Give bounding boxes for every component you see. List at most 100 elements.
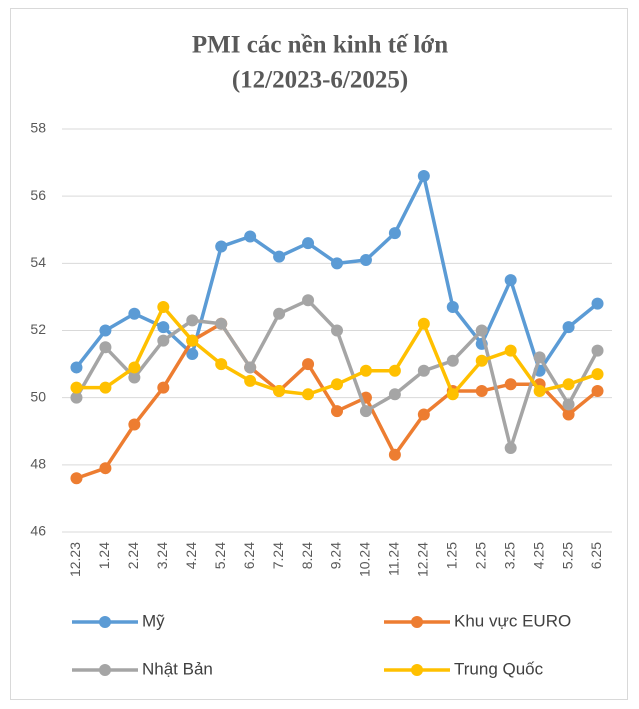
- data-point: [591, 344, 604, 357]
- x-tick-label: 6.25: [588, 542, 604, 569]
- x-tick-label: 1.24: [96, 542, 112, 569]
- data-point: [157, 334, 170, 347]
- chart-subtitle: (12/2023-6/2025): [232, 67, 408, 94]
- data-point: [388, 364, 401, 377]
- data-point: [157, 300, 170, 313]
- legend-marker: [411, 664, 423, 676]
- y-tick-label: 52: [30, 321, 46, 337]
- legend-label: Mỹ: [142, 611, 165, 630]
- data-point: [359, 405, 372, 418]
- data-point: [186, 334, 199, 347]
- x-tick-label: 11.24: [386, 542, 402, 576]
- data-point: [591, 384, 604, 397]
- data-point: [388, 448, 401, 461]
- x-tick-label: 6.24: [241, 542, 257, 569]
- y-tick-label: 56: [30, 187, 46, 203]
- data-point: [331, 257, 343, 270]
- x-tick-label: 4.25: [530, 542, 546, 569]
- data-point: [417, 364, 430, 377]
- x-tick-label: 1.25: [443, 542, 459, 569]
- x-tick-label: 5.24: [212, 542, 228, 569]
- data-point: [128, 361, 141, 374]
- x-tick-label: 10.24: [357, 542, 373, 577]
- data-point: [331, 324, 343, 337]
- y-tick-label: 58: [30, 120, 46, 136]
- data-point: [157, 321, 170, 334]
- legend-label: Trung Quốc: [454, 659, 544, 678]
- x-tick-label: 9.24: [328, 542, 344, 569]
- data-point: [533, 351, 546, 364]
- data-point: [388, 388, 401, 401]
- data-point: [70, 361, 83, 374]
- data-point: [215, 240, 228, 253]
- x-tick-label: 2.25: [472, 542, 488, 569]
- data-point: [359, 253, 372, 266]
- data-point: [186, 348, 199, 361]
- data-point: [302, 294, 315, 307]
- legend-marker: [411, 616, 423, 628]
- data-point: [417, 317, 430, 330]
- data-point: [562, 408, 575, 421]
- data-point: [446, 388, 459, 401]
- legend-label: Khu vực EURO: [454, 611, 571, 630]
- x-tick-label: 2.24: [125, 542, 141, 569]
- data-point: [157, 381, 170, 394]
- data-point: [215, 358, 228, 371]
- data-point: [70, 381, 83, 394]
- data-point: [302, 388, 315, 401]
- data-point: [128, 418, 141, 431]
- data-point: [331, 378, 343, 391]
- data-point: [273, 250, 286, 263]
- data-point: [302, 237, 315, 250]
- data-point: [302, 358, 315, 371]
- data-point: [591, 297, 604, 310]
- data-point: [70, 391, 83, 404]
- data-point: [215, 317, 228, 330]
- x-tick-label: 3.24: [154, 542, 170, 569]
- data-point: [244, 374, 257, 387]
- x-tick-label: 12.24: [415, 542, 431, 577]
- data-point: [331, 405, 343, 418]
- data-point: [99, 462, 112, 475]
- data-point: [475, 384, 488, 397]
- data-point: [186, 314, 199, 327]
- data-point: [591, 368, 604, 381]
- legend-marker: [99, 616, 111, 628]
- data-point: [244, 230, 257, 243]
- data-point: [273, 384, 286, 397]
- data-point: [99, 341, 112, 354]
- x-tick-label: 12.23: [67, 542, 83, 577]
- data-point: [70, 472, 83, 485]
- y-tick-label: 46: [30, 523, 46, 539]
- data-point: [562, 398, 575, 411]
- legend-label: Nhật Bản: [142, 659, 213, 678]
- x-tick-label: 3.25: [501, 542, 517, 569]
- data-point: [533, 384, 546, 397]
- data-point: [562, 321, 575, 334]
- data-point: [244, 361, 257, 374]
- data-point: [99, 324, 112, 337]
- legend-marker: [99, 664, 111, 676]
- chart-title: PMI các nền kinh tế lớn: [192, 32, 448, 59]
- data-point: [388, 227, 401, 240]
- data-point: [359, 364, 372, 377]
- data-point: [417, 408, 430, 421]
- data-point: [504, 378, 517, 391]
- data-point: [504, 274, 517, 287]
- data-point: [128, 371, 141, 384]
- data-point: [446, 354, 459, 367]
- data-point: [273, 307, 286, 320]
- data-point: [446, 300, 459, 313]
- data-point: [504, 442, 517, 455]
- data-point: [99, 381, 112, 394]
- data-point: [128, 307, 141, 320]
- data-point: [475, 354, 488, 367]
- y-tick-label: 50: [30, 388, 46, 404]
- data-point: [475, 324, 488, 337]
- x-tick-label: 8.24: [299, 542, 315, 569]
- y-tick-label: 54: [30, 254, 46, 270]
- x-tick-label: 7.24: [270, 542, 286, 569]
- data-point: [562, 378, 575, 391]
